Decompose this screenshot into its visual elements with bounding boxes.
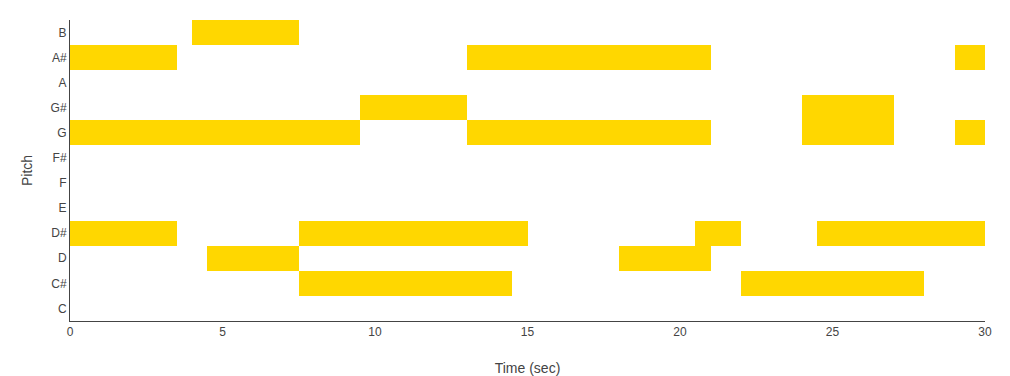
svg-text:G: G <box>57 126 66 140</box>
svg-text:Pitch: Pitch <box>19 155 35 186</box>
svg-text:D: D <box>58 251 67 265</box>
svg-text:5: 5 <box>219 325 226 339</box>
svg-text:20: 20 <box>673 325 687 339</box>
svg-text:A#: A# <box>52 51 67 65</box>
svg-text:F: F <box>59 176 66 190</box>
svg-text:F#: F# <box>53 151 67 165</box>
svg-text:0: 0 <box>67 325 74 339</box>
svg-text:C: C <box>58 302 67 316</box>
svg-text:30: 30 <box>978 325 992 339</box>
svg-text:C#: C# <box>51 277 67 291</box>
svg-text:10: 10 <box>368 325 382 339</box>
svg-text:E: E <box>59 201 67 215</box>
svg-text:15: 15 <box>521 325 535 339</box>
svg-text:Time (sec): Time (sec) <box>495 360 561 376</box>
svg-text:A: A <box>59 76 67 90</box>
svg-text:G#: G# <box>51 101 67 115</box>
svg-text:25: 25 <box>826 325 840 339</box>
svg-text:B: B <box>59 26 67 40</box>
svg-text:D#: D# <box>51 226 67 240</box>
